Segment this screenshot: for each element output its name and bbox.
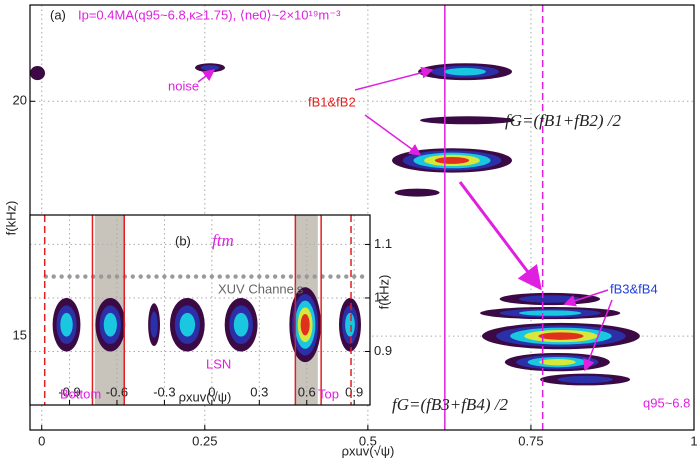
x-tick-label: -0.6 — [106, 384, 128, 399]
arrow — [197, 69, 216, 83]
peak — [233, 312, 249, 337]
channel-dot — [130, 274, 135, 279]
panel-label: (a) — [50, 7, 66, 22]
annotation: fB3&fB4 — [610, 281, 658, 296]
annotation: ftm — [212, 231, 234, 250]
annotation: XUV Channels — [218, 281, 304, 296]
panel-label: (b) — [175, 233, 191, 248]
y-tick-label: 0.9 — [374, 343, 392, 358]
channel-dot — [154, 274, 159, 279]
inset-panel: -0.9 -0.6 -0.3 0 0.3 0.6 0.9 0.9 1 1.1 — [29, 214, 392, 406]
annotation: noise — [168, 78, 199, 93]
peak — [444, 67, 486, 76]
channel-dot — [288, 274, 294, 279]
channel-dot — [162, 274, 167, 279]
y-axis-label: f(kHz) — [3, 201, 18, 236]
channel-dot — [351, 274, 357, 279]
channel-dot — [336, 274, 341, 279]
channel-dot — [138, 274, 143, 279]
channel-dot — [312, 274, 317, 279]
channel-dot — [106, 274, 112, 279]
channel-dot — [209, 274, 215, 279]
channel-dot — [185, 274, 191, 279]
peak — [30, 66, 46, 81]
channel-dot — [98, 274, 104, 279]
channel-dot — [59, 274, 64, 279]
channel-dot — [233, 274, 238, 279]
x-tick-label: 0.75 — [518, 433, 543, 448]
y-tick-label: 20 — [13, 93, 27, 108]
annotation: Bottom — [60, 386, 101, 401]
channel-dot — [296, 274, 302, 279]
peak — [60, 312, 73, 337]
arrow — [458, 181, 542, 291]
annotation: fG=(fB3+fB4) /2 — [392, 395, 508, 414]
channel-dot — [344, 274, 349, 279]
channel-dot — [201, 274, 207, 279]
channel-dot — [280, 274, 286, 279]
arrow — [583, 299, 613, 372]
channel-dot — [217, 274, 222, 279]
channel-dot — [265, 274, 270, 279]
x-tick-label: 0 — [38, 433, 45, 448]
arrow — [563, 289, 609, 307]
x-tick-label: 1 — [690, 433, 697, 448]
annotation: fB1&fB2 — [308, 94, 356, 109]
x-axis-label: ρxuv(√ψ) — [342, 443, 395, 458]
subtitle: Ip=0.4MA(q95~6.8,κ≥1.75), ⟨ne0⟩~2×10¹⁹m⁻… — [78, 7, 341, 22]
y-tick-label: 15 — [13, 328, 27, 343]
channel-dot — [83, 274, 88, 279]
x-tick-label: 0 — [208, 384, 215, 399]
channel-dot — [170, 274, 175, 279]
x-axis-label: ρxuv(√ψ) — [179, 389, 232, 404]
peak — [557, 375, 613, 384]
y-tick-label: 1 — [374, 289, 381, 304]
peak — [200, 64, 220, 71]
annotation: Top — [318, 386, 339, 401]
channel-dot — [249, 274, 254, 279]
channel-dot — [304, 274, 309, 279]
peak — [300, 314, 310, 336]
x-tick-label: 0.5 — [359, 433, 377, 448]
peak — [539, 358, 576, 366]
channel-dot — [241, 274, 246, 279]
y-axis-label: f(kHz) — [376, 275, 391, 310]
channel-dot — [75, 274, 80, 279]
channel-dot — [178, 274, 183, 279]
arrow — [354, 66, 434, 91]
channel-dot — [146, 274, 151, 279]
annotation: fG=(fB1+fB2) /2 — [505, 111, 621, 130]
x-tick-label: -0.3 — [153, 384, 175, 399]
channel-dot — [114, 274, 120, 279]
peak — [519, 310, 582, 316]
annotations: (a) Ip=0.4MA(q95~6.8,κ≥1.75), ⟨ne0⟩~2×10… — [3, 7, 690, 458]
arrow — [364, 114, 422, 156]
peak — [345, 312, 355, 337]
channel-dot — [51, 274, 56, 279]
peak — [103, 312, 117, 337]
peak — [434, 156, 470, 164]
peak — [179, 312, 196, 337]
x-tick-label: -0.9 — [58, 384, 80, 399]
y-tick-label: 1.1 — [374, 236, 392, 251]
annotation: LSN — [206, 356, 231, 371]
x-tick-label: 0.9 — [345, 384, 363, 399]
peak — [538, 332, 584, 340]
channel-dot — [272, 274, 278, 279]
peak — [420, 116, 515, 125]
peak — [150, 311, 158, 338]
peak — [394, 188, 440, 197]
x-tick-label: 0.3 — [250, 384, 268, 399]
plot-frame — [29, 214, 371, 406]
x-tick-label: 0.6 — [298, 384, 316, 399]
channel-dot — [67, 274, 72, 279]
channel-dot — [257, 274, 262, 279]
channel-dot — [328, 274, 333, 279]
annotation: q95~6.8 — [643, 395, 690, 410]
channel-dot — [193, 274, 199, 279]
channel-dot — [359, 274, 365, 279]
channel-dot — [225, 274, 230, 279]
x-tick-label: 0.25 — [192, 433, 217, 448]
